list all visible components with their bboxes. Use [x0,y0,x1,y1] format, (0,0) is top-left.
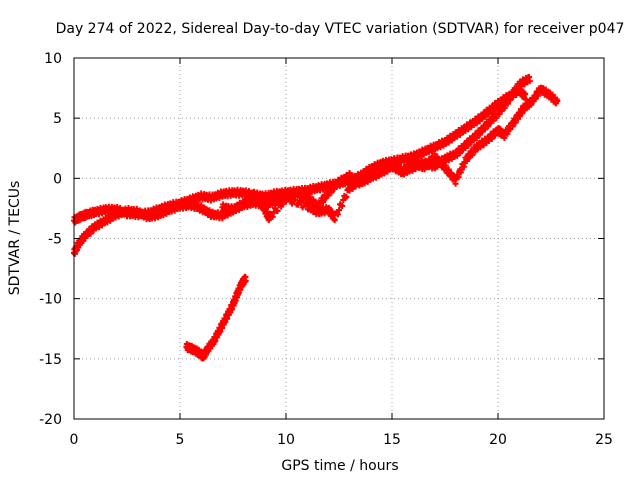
y-tick-label: 0 [53,171,62,187]
data-point [526,78,533,85]
y-tick-label: 10 [44,51,62,67]
x-tick-label: 25 [595,432,613,448]
data-point [554,98,561,105]
y-tick-label: -15 [39,352,62,368]
x-tick-label: 15 [383,432,401,448]
data-point [445,166,452,173]
data-point [331,217,338,224]
data-point [286,193,293,200]
data-point [292,196,299,203]
data-point [463,157,470,164]
data-point [302,199,309,206]
data-point [513,88,520,95]
y-tick-label: -10 [39,292,62,308]
data-points [71,74,561,362]
data-point [279,201,286,208]
y-tick-label: -20 [39,412,62,428]
x-tick-label: 0 [70,432,79,448]
chart-title: Day 274 of 2022, Sidereal Day-to-day VTE… [56,21,625,37]
x-tick-label: 10 [277,432,295,448]
data-point [269,213,276,220]
data-point [379,161,386,168]
data-point [376,166,383,173]
data-point [242,277,249,284]
data-point [455,174,462,181]
data-point [334,211,341,218]
y-tick-label: 5 [53,111,62,127]
x-tick-label: 5 [176,432,185,448]
data-point [476,131,483,138]
data-point [343,193,350,200]
data-point [320,199,327,206]
data-point [219,325,226,332]
data-point [274,208,281,215]
data-point [373,163,380,170]
data-point [336,207,342,214]
x-tick-label: 20 [489,432,507,448]
axis-ticks: 0 5 10 15 20 25 -20 -15 -10 -5 0 5 10 [39,51,613,448]
y-tick-label: -5 [48,232,62,248]
data-point [295,201,302,208]
data-point [504,100,511,107]
y-axis-label: SDTVAR / TECUs [7,181,23,296]
data-point [458,166,465,173]
series-main-track-c [219,84,561,224]
data-point [339,202,346,209]
data-point [370,169,377,176]
data-point [266,216,273,223]
x-axis-label: GPS time / hours [281,458,398,474]
series-lower-track [183,273,249,362]
data-point [452,180,459,187]
data-point [259,200,266,207]
